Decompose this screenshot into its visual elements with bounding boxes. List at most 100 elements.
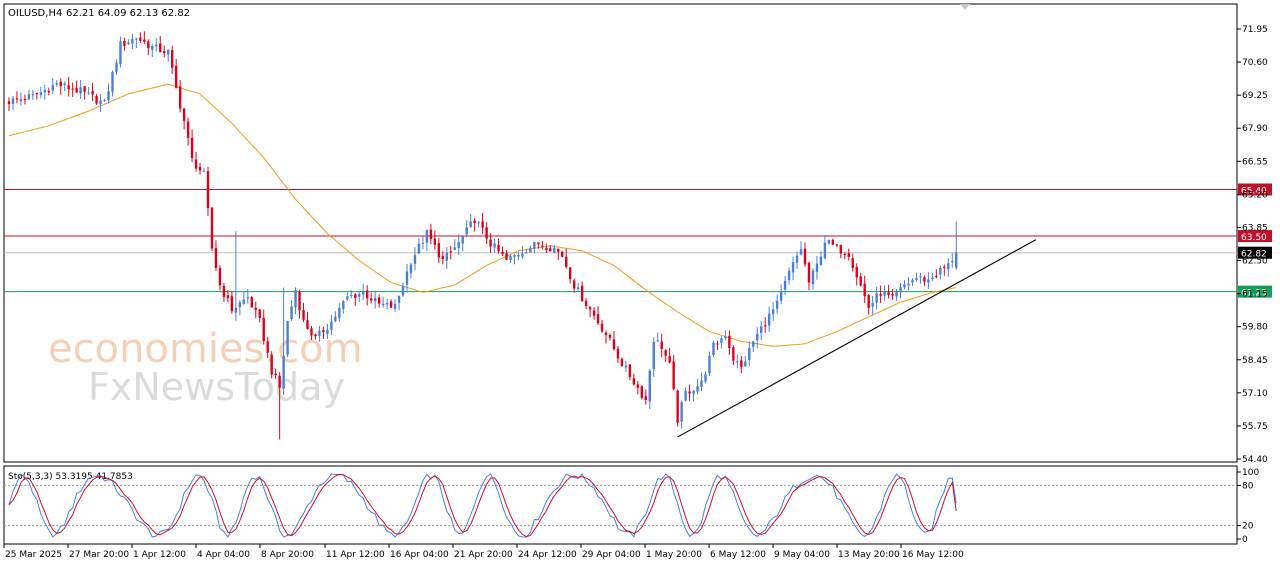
candle[interactable]	[473, 217, 476, 232]
candle[interactable]	[724, 330, 727, 341]
candle[interactable]	[326, 323, 329, 340]
candle[interactable]	[596, 306, 600, 326]
candle[interactable]	[298, 289, 301, 319]
candle[interactable]	[767, 306, 771, 332]
candle[interactable]	[405, 263, 409, 293]
candle[interactable]	[660, 333, 663, 358]
candle[interactable]	[413, 247, 417, 271]
candle[interactable]	[67, 76, 70, 97]
candle[interactable]	[756, 327, 759, 349]
candle[interactable]	[501, 246, 504, 256]
candle[interactable]	[947, 258, 950, 277]
candle[interactable]	[700, 372, 703, 392]
candle[interactable]	[803, 242, 807, 267]
candle[interactable]	[923, 275, 926, 287]
candle[interactable]	[867, 294, 870, 315]
candle[interactable]	[366, 285, 369, 306]
candle[interactable]	[381, 296, 385, 308]
candle[interactable]	[561, 250, 564, 258]
candle[interactable]	[676, 389, 679, 427]
candle[interactable]	[250, 295, 253, 309]
candle[interactable]	[895, 289, 898, 301]
candle[interactable]	[736, 354, 739, 368]
candle[interactable]	[720, 336, 723, 349]
candle[interactable]	[875, 286, 878, 310]
ascending-trendline[interactable]	[677, 239, 1037, 438]
candle[interactable]	[461, 235, 464, 252]
candle[interactable]	[557, 248, 560, 261]
candle[interactable]	[955, 221, 958, 270]
candle[interactable]	[397, 295, 401, 311]
candle[interactable]	[385, 299, 389, 310]
candle[interactable]	[127, 39, 130, 46]
candle[interactable]	[831, 238, 835, 246]
candle[interactable]	[354, 293, 357, 307]
candle[interactable]	[401, 282, 405, 297]
candle[interactable]	[393, 299, 397, 312]
candle[interactable]	[19, 92, 23, 106]
candle[interactable]	[572, 278, 576, 293]
candle[interactable]	[783, 275, 787, 296]
candle[interactable]	[835, 243, 839, 247]
candle[interactable]	[588, 306, 592, 318]
candle[interactable]	[632, 373, 636, 386]
candle[interactable]	[505, 250, 508, 261]
candle[interactable]	[469, 213, 472, 229]
candle[interactable]	[417, 238, 421, 255]
candle[interactable]	[159, 36, 162, 53]
candle[interactable]	[541, 241, 544, 250]
candle[interactable]	[680, 400, 683, 429]
candle[interactable]	[314, 333, 317, 340]
candle[interactable]	[174, 58, 178, 89]
candle[interactable]	[167, 49, 170, 62]
candle[interactable]	[493, 238, 496, 253]
candle[interactable]	[362, 283, 365, 301]
candle[interactable]	[847, 248, 850, 261]
candle[interactable]	[202, 167, 206, 172]
candle[interactable]	[282, 287, 285, 395]
candle[interactable]	[290, 300, 293, 322]
candle[interactable]	[883, 285, 886, 301]
candle[interactable]	[334, 311, 337, 323]
candle[interactable]	[887, 284, 890, 299]
candle[interactable]	[668, 347, 671, 364]
candle[interactable]	[369, 292, 373, 304]
candle[interactable]	[449, 245, 452, 260]
candle[interactable]	[775, 294, 779, 314]
candle[interactable]	[592, 307, 596, 320]
candle[interactable]	[155, 37, 158, 52]
candle[interactable]	[584, 298, 588, 310]
candle[interactable]	[565, 248, 568, 269]
candle[interactable]	[222, 282, 226, 302]
candle[interactable]	[943, 264, 946, 276]
candle[interactable]	[11, 96, 15, 111]
candle[interactable]	[819, 251, 823, 266]
candle[interactable]	[186, 117, 190, 146]
candle[interactable]	[103, 98, 106, 102]
candle[interactable]	[178, 79, 182, 113]
candle[interactable]	[704, 371, 707, 384]
candle[interactable]	[907, 277, 910, 291]
candle[interactable]	[688, 384, 691, 401]
candle[interactable]	[453, 239, 456, 251]
candle[interactable]	[935, 269, 938, 279]
candle[interactable]	[79, 79, 82, 99]
candle[interactable]	[270, 351, 273, 379]
candle[interactable]	[513, 254, 516, 265]
candle[interactable]	[190, 129, 194, 163]
candle[interactable]	[580, 281, 584, 302]
candle[interactable]	[95, 93, 98, 105]
candle[interactable]	[350, 290, 353, 299]
candle[interactable]	[35, 92, 39, 100]
candle[interactable]	[656, 332, 659, 343]
candle[interactable]	[891, 289, 894, 300]
candle[interactable]	[851, 253, 854, 272]
candle[interactable]	[143, 31, 146, 45]
candle[interactable]	[545, 243, 548, 253]
candle[interactable]	[939, 265, 942, 280]
candle[interactable]	[39, 87, 43, 99]
candle[interactable]	[489, 233, 492, 253]
candle[interactable]	[198, 162, 202, 175]
candle[interactable]	[266, 336, 269, 358]
